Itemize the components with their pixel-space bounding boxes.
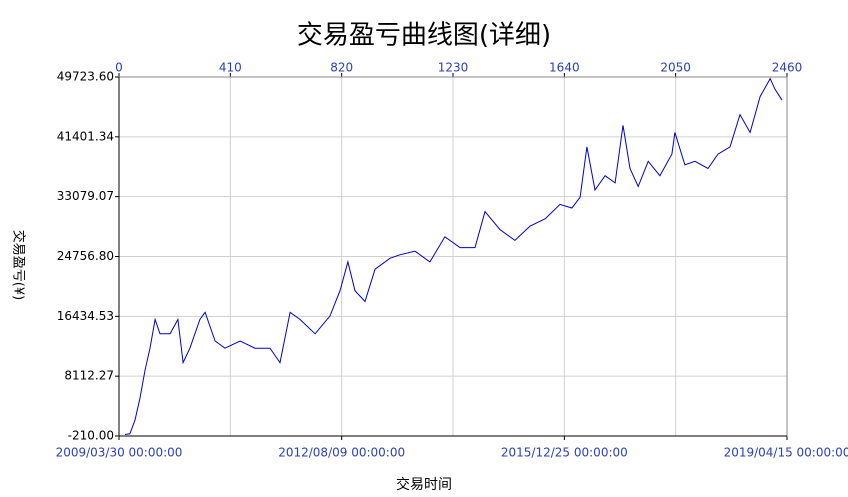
y-tick-label: 33079.07 xyxy=(57,189,114,203)
x-date-label: 2012/08/09 00:00:00 xyxy=(278,446,405,460)
x-date-label: 2019/04/15 00:00:00 xyxy=(724,446,848,460)
y-tick-label: 8112.27 xyxy=(64,369,114,383)
y-tick-label: 24756.80 xyxy=(57,249,114,263)
x-top-tick-label: 1640 xyxy=(549,61,580,75)
x-top-tick-label: 1230 xyxy=(438,61,469,75)
y-tick-label: 49723.60 xyxy=(57,70,114,84)
chart-title: 交易盈亏曲线图(详细) xyxy=(297,21,551,51)
x-top-tick-label: 820 xyxy=(330,61,353,75)
y-tick-label: 16434.53 xyxy=(57,309,114,323)
x-top-tick-label: 2050 xyxy=(660,61,691,75)
y-tick-label: -210.00 xyxy=(68,429,114,443)
pnl-line xyxy=(124,77,783,435)
x-axis-label: 交易时间 xyxy=(396,476,452,493)
x-date-label: 2015/12/25 00:00:00 xyxy=(501,446,628,460)
y-tick-label: 41401.34 xyxy=(57,129,114,143)
x-top-tick-label: 0 xyxy=(115,61,123,75)
y-axis-label: 交易盈亏(¥) xyxy=(11,230,27,300)
x-top-tick-label: 410 xyxy=(219,61,242,75)
x-top-tick-label: 2460 xyxy=(772,61,803,75)
x-date-label: 2009/03/30 00:00:00 xyxy=(56,446,183,460)
